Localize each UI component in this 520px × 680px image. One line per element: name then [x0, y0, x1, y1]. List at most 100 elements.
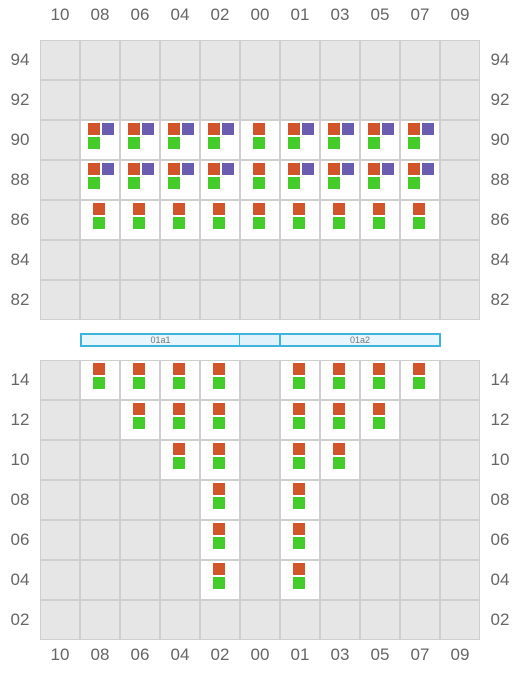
slot-cell-empty[interactable] — [440, 120, 480, 160]
slot-cell-filled[interactable] — [200, 160, 240, 200]
slot-cell-empty[interactable] — [440, 40, 480, 80]
slot-cell-empty[interactable] — [80, 400, 120, 440]
slot-cell-empty[interactable] — [280, 280, 320, 320]
slot-cell-filled[interactable] — [280, 480, 320, 520]
slot-cell-empty[interactable] — [280, 80, 320, 120]
slot-cell-filled[interactable] — [320, 400, 360, 440]
slot-cell-filled[interactable] — [200, 120, 240, 160]
slot-cell-empty[interactable] — [160, 40, 200, 80]
bar-01a2[interactable]: 01a2 — [279, 333, 441, 347]
slot-cell-empty[interactable] — [40, 40, 80, 80]
slot-cell-empty[interactable] — [360, 240, 400, 280]
slot-cell-empty[interactable] — [120, 240, 160, 280]
slot-cell-filled[interactable] — [160, 400, 200, 440]
slot-cell-empty[interactable] — [400, 240, 440, 280]
slot-cell-empty[interactable] — [440, 520, 480, 560]
slot-cell-empty[interactable] — [80, 520, 120, 560]
slot-cell-empty[interactable] — [400, 600, 440, 640]
slot-cell-empty[interactable] — [240, 40, 280, 80]
slot-cell-filled[interactable] — [360, 120, 400, 160]
slot-cell-empty[interactable] — [400, 280, 440, 320]
slot-cell-empty[interactable] — [320, 80, 360, 120]
slot-cell-empty[interactable] — [120, 600, 160, 640]
slot-cell-filled[interactable] — [120, 400, 160, 440]
slot-cell-empty[interactable] — [80, 80, 120, 120]
slot-cell-filled[interactable] — [80, 360, 120, 400]
slot-cell-empty[interactable] — [200, 240, 240, 280]
slot-cell-filled[interactable] — [280, 520, 320, 560]
slot-cell-empty[interactable] — [240, 560, 280, 600]
slot-cell-filled[interactable] — [360, 200, 400, 240]
slot-cell-empty[interactable] — [80, 480, 120, 520]
slot-cell-filled[interactable] — [160, 200, 200, 240]
slot-cell-filled[interactable] — [400, 120, 440, 160]
slot-cell-filled[interactable] — [200, 520, 240, 560]
slot-cell-filled[interactable] — [320, 160, 360, 200]
slot-cell-filled[interactable] — [360, 160, 400, 200]
slot-cell-filled[interactable] — [400, 360, 440, 400]
slot-cell-empty[interactable] — [120, 280, 160, 320]
slot-cell-filled[interactable] — [320, 200, 360, 240]
slot-cell-filled[interactable] — [200, 560, 240, 600]
slot-cell-empty[interactable] — [80, 240, 120, 280]
slot-cell-empty[interactable] — [440, 240, 480, 280]
slot-cell-empty[interactable] — [320, 40, 360, 80]
slot-cell-empty[interactable] — [40, 360, 80, 400]
slot-cell-filled[interactable] — [120, 160, 160, 200]
slot-cell-empty[interactable] — [80, 40, 120, 80]
slot-cell-filled[interactable] — [320, 120, 360, 160]
slot-cell-empty[interactable] — [80, 280, 120, 320]
slot-cell-empty[interactable] — [360, 560, 400, 600]
slot-cell-empty[interactable] — [240, 520, 280, 560]
slot-cell-empty[interactable] — [360, 600, 400, 640]
slot-cell-empty[interactable] — [40, 520, 80, 560]
slot-cell-empty[interactable] — [320, 480, 360, 520]
slot-cell-empty[interactable] — [240, 440, 280, 480]
slot-cell-empty[interactable] — [320, 520, 360, 560]
slot-cell-empty[interactable] — [200, 280, 240, 320]
slot-cell-filled[interactable] — [120, 120, 160, 160]
slot-cell-filled[interactable] — [280, 560, 320, 600]
slot-cell-empty[interactable] — [40, 600, 80, 640]
slot-cell-empty[interactable] — [200, 600, 240, 640]
slot-cell-filled[interactable] — [80, 120, 120, 160]
slot-cell-empty[interactable] — [320, 600, 360, 640]
slot-cell-empty[interactable] — [120, 560, 160, 600]
slot-cell-empty[interactable] — [440, 480, 480, 520]
slot-cell-empty[interactable] — [160, 560, 200, 600]
slot-cell-empty[interactable] — [160, 600, 200, 640]
slot-cell-empty[interactable] — [240, 80, 280, 120]
slot-cell-empty[interactable] — [160, 480, 200, 520]
slot-cell-empty[interactable] — [200, 40, 240, 80]
slot-cell-empty[interactable] — [360, 280, 400, 320]
slot-cell-filled[interactable] — [400, 160, 440, 200]
slot-cell-empty[interactable] — [440, 200, 480, 240]
slot-cell-empty[interactable] — [400, 480, 440, 520]
slot-cell-filled[interactable] — [400, 200, 440, 240]
slot-cell-empty[interactable] — [40, 200, 80, 240]
slot-cell-filled[interactable] — [200, 200, 240, 240]
slot-cell-empty[interactable] — [400, 80, 440, 120]
slot-cell-empty[interactable] — [240, 360, 280, 400]
slot-cell-empty[interactable] — [80, 440, 120, 480]
slot-cell-empty[interactable] — [400, 400, 440, 440]
slot-cell-empty[interactable] — [200, 80, 240, 120]
slot-cell-empty[interactable] — [400, 520, 440, 560]
slot-cell-empty[interactable] — [280, 40, 320, 80]
slot-cell-empty[interactable] — [400, 440, 440, 480]
slot-cell-filled[interactable] — [80, 160, 120, 200]
slot-cell-filled[interactable] — [240, 120, 280, 160]
slot-cell-empty[interactable] — [440, 280, 480, 320]
slot-cell-empty[interactable] — [440, 440, 480, 480]
slot-cell-empty[interactable] — [240, 480, 280, 520]
slot-cell-empty[interactable] — [40, 160, 80, 200]
slot-cell-empty[interactable] — [320, 560, 360, 600]
slot-cell-filled[interactable] — [280, 360, 320, 400]
slot-cell-empty[interactable] — [40, 400, 80, 440]
slot-cell-empty[interactable] — [440, 560, 480, 600]
slot-cell-filled[interactable] — [200, 440, 240, 480]
slot-cell-empty[interactable] — [160, 520, 200, 560]
slot-cell-filled[interactable] — [240, 200, 280, 240]
slot-cell-empty[interactable] — [40, 240, 80, 280]
slot-cell-filled[interactable] — [280, 120, 320, 160]
